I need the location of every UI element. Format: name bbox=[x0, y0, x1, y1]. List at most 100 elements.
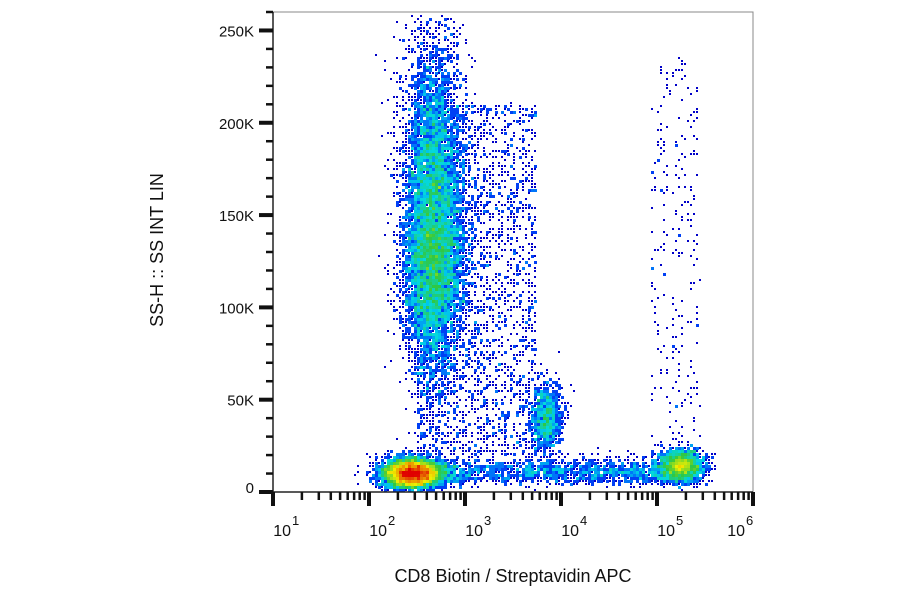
event-dot bbox=[447, 417, 449, 419]
event-dot bbox=[450, 354, 452, 356]
event-dot bbox=[423, 348, 426, 351]
event-dot bbox=[459, 471, 462, 474]
event-dot bbox=[690, 477, 693, 480]
event-dot bbox=[564, 402, 566, 404]
event-dot bbox=[417, 282, 420, 285]
event-dot bbox=[429, 366, 432, 369]
event-dot bbox=[468, 309, 471, 312]
event-dot bbox=[468, 183, 471, 186]
event-dot bbox=[543, 423, 546, 426]
event-dot bbox=[486, 330, 488, 332]
event-dot bbox=[429, 213, 432, 216]
event-dot bbox=[603, 468, 606, 471]
event-dot bbox=[444, 330, 447, 333]
event-dot bbox=[708, 459, 710, 461]
event-dot bbox=[492, 234, 494, 236]
event-dot bbox=[411, 105, 413, 107]
event-dot bbox=[525, 114, 527, 116]
event-dot bbox=[441, 354, 444, 357]
event-dot bbox=[465, 309, 467, 311]
event-dot bbox=[483, 237, 485, 239]
event-dot bbox=[534, 471, 537, 474]
event-dot bbox=[639, 474, 642, 477]
event-dot bbox=[462, 297, 465, 300]
event-dot bbox=[474, 474, 476, 476]
event-dot bbox=[459, 171, 461, 173]
event-dot bbox=[693, 483, 695, 485]
event-dot bbox=[414, 216, 417, 219]
event-dot bbox=[432, 126, 435, 129]
event-dot bbox=[399, 81, 401, 83]
event-dot bbox=[435, 306, 438, 309]
event-dot bbox=[651, 483, 653, 485]
event-dot bbox=[414, 366, 417, 369]
event-dot bbox=[528, 192, 530, 194]
event-dot bbox=[465, 450, 467, 452]
event-dot bbox=[423, 372, 426, 375]
event-dot bbox=[459, 153, 462, 156]
event-dot bbox=[408, 306, 411, 309]
event-dot bbox=[441, 345, 444, 348]
event-dot bbox=[456, 426, 458, 428]
event-dot bbox=[474, 351, 477, 354]
event-dot bbox=[411, 117, 413, 119]
event-dot bbox=[450, 315, 453, 318]
event-dot bbox=[444, 462, 447, 465]
event-dot bbox=[519, 375, 521, 377]
event-dot bbox=[411, 186, 414, 189]
event-dot bbox=[405, 153, 407, 155]
event-dot bbox=[525, 474, 528, 477]
event-dot bbox=[537, 435, 540, 438]
event-dot bbox=[417, 240, 420, 243]
event-dot bbox=[438, 318, 441, 321]
event-dot bbox=[525, 228, 527, 230]
event-dot bbox=[423, 291, 426, 294]
event-dot bbox=[432, 45, 435, 48]
event-dot bbox=[408, 39, 410, 41]
event-dot bbox=[522, 183, 524, 185]
event-dot bbox=[411, 336, 414, 339]
event-dot bbox=[444, 210, 447, 213]
event-dot bbox=[453, 84, 456, 87]
event-dot bbox=[693, 462, 696, 465]
event-dot bbox=[468, 351, 470, 353]
event-dot bbox=[441, 183, 444, 186]
event-dot bbox=[414, 120, 417, 123]
event-dot bbox=[537, 372, 539, 374]
event-dot bbox=[450, 279, 453, 282]
event-dot bbox=[441, 321, 444, 324]
event-dot bbox=[450, 264, 453, 267]
event-dot bbox=[462, 228, 465, 231]
event-dot bbox=[531, 180, 533, 182]
event-dot bbox=[447, 114, 450, 117]
event-dot bbox=[465, 291, 468, 294]
event-dot bbox=[411, 66, 413, 68]
event-dot bbox=[555, 459, 557, 461]
event-dot bbox=[489, 465, 492, 468]
event-dot bbox=[450, 150, 453, 153]
event-dot bbox=[396, 486, 399, 489]
event-dot bbox=[429, 60, 431, 62]
event-dot bbox=[405, 474, 408, 477]
event-dot bbox=[435, 354, 438, 357]
event-dot bbox=[534, 186, 536, 188]
event-dot bbox=[438, 24, 440, 26]
event-dot bbox=[432, 333, 435, 336]
event-dot bbox=[357, 483, 359, 485]
event-dot bbox=[468, 297, 470, 299]
event-dot bbox=[441, 300, 444, 303]
event-dot bbox=[546, 438, 549, 441]
event-dot bbox=[444, 264, 447, 267]
event-dot bbox=[426, 246, 429, 249]
event-dot bbox=[444, 216, 447, 219]
event-dot bbox=[528, 306, 531, 309]
event-dot bbox=[516, 393, 518, 395]
event-dot bbox=[516, 120, 519, 123]
event-dot bbox=[477, 126, 480, 129]
event-dot bbox=[408, 276, 411, 279]
event-dot bbox=[432, 345, 435, 348]
event-dot bbox=[381, 474, 384, 477]
event-dot bbox=[483, 285, 485, 287]
event-dot bbox=[477, 141, 479, 143]
event-dot bbox=[507, 201, 509, 203]
